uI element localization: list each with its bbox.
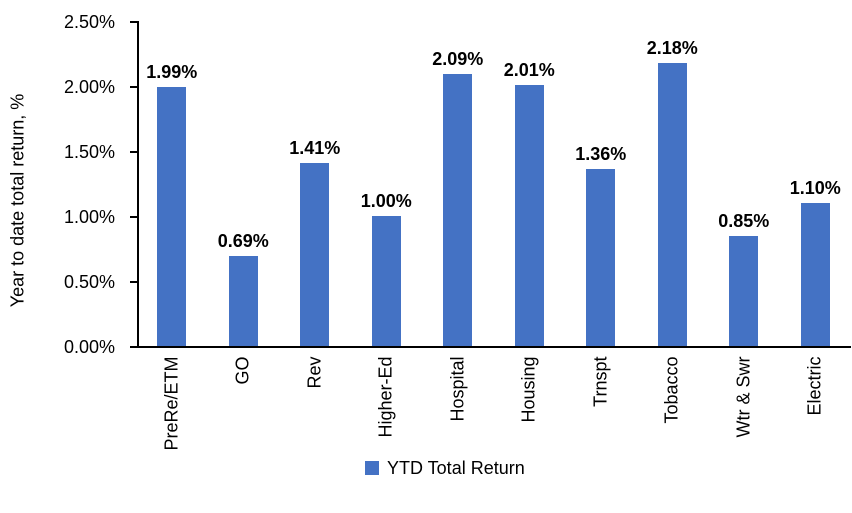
x-category-label: Wtr & Swr bbox=[733, 356, 754, 437]
x-axis-line bbox=[130, 346, 851, 348]
y-axis-line bbox=[137, 21, 139, 348]
bar-value-label: 1.10% bbox=[789, 178, 841, 198]
bar bbox=[371, 216, 401, 346]
x-category-label: GO bbox=[232, 356, 253, 385]
bar-value-label: 0.85% bbox=[718, 210, 770, 231]
y-tick-label: 1.00% bbox=[63, 207, 115, 227]
bar bbox=[729, 235, 759, 346]
bar-value-label: 1.99% bbox=[146, 62, 198, 83]
x-category-label: Trnspt bbox=[590, 356, 611, 407]
y-tick-mark bbox=[130, 151, 137, 153]
bar-value-label: 2.01% bbox=[503, 59, 555, 80]
x-category-label: Rev bbox=[304, 356, 325, 389]
x-category-label: Hospital bbox=[447, 356, 468, 422]
y-tick-mark bbox=[130, 216, 137, 218]
y-tick-mark bbox=[130, 21, 137, 23]
bar-value-label: 2.09% bbox=[432, 49, 484, 70]
bar bbox=[300, 162, 330, 346]
x-category-label: Higher-Ed bbox=[375, 356, 396, 438]
y-tick-mark bbox=[130, 281, 137, 283]
y-tick-label: 2.00% bbox=[63, 77, 115, 97]
bar bbox=[586, 169, 616, 346]
bar bbox=[443, 74, 473, 346]
bar-value-label: 0.69% bbox=[217, 231, 269, 252]
x-category-label: Tobacco bbox=[661, 356, 682, 424]
bar-value-label: 1.00% bbox=[360, 191, 412, 211]
y-tick-mark bbox=[130, 86, 137, 88]
legend: YTD Total Return bbox=[365, 457, 525, 479]
bar bbox=[228, 256, 258, 346]
bar bbox=[157, 87, 187, 346]
bar-value-label: 1.36% bbox=[575, 144, 627, 165]
x-category-label: Electric bbox=[804, 356, 825, 416]
bar-value-label: 1.41% bbox=[289, 137, 341, 158]
x-category-label: PreRe/ETM bbox=[161, 356, 182, 451]
x-category-label: Housing bbox=[518, 356, 539, 423]
bar bbox=[657, 62, 687, 346]
y-tick-label: 1.50% bbox=[63, 142, 115, 162]
bar bbox=[514, 84, 544, 346]
legend-label: YTD Total Return bbox=[387, 458, 525, 478]
y-tick-label: 0.50% bbox=[63, 272, 115, 292]
y-tick-label: 0.00% bbox=[63, 337, 115, 357]
legend-swatch bbox=[365, 461, 379, 475]
y-tick-label: 2.50% bbox=[63, 12, 115, 32]
bar bbox=[800, 203, 830, 346]
bar-value-label: 2.18% bbox=[646, 37, 698, 58]
